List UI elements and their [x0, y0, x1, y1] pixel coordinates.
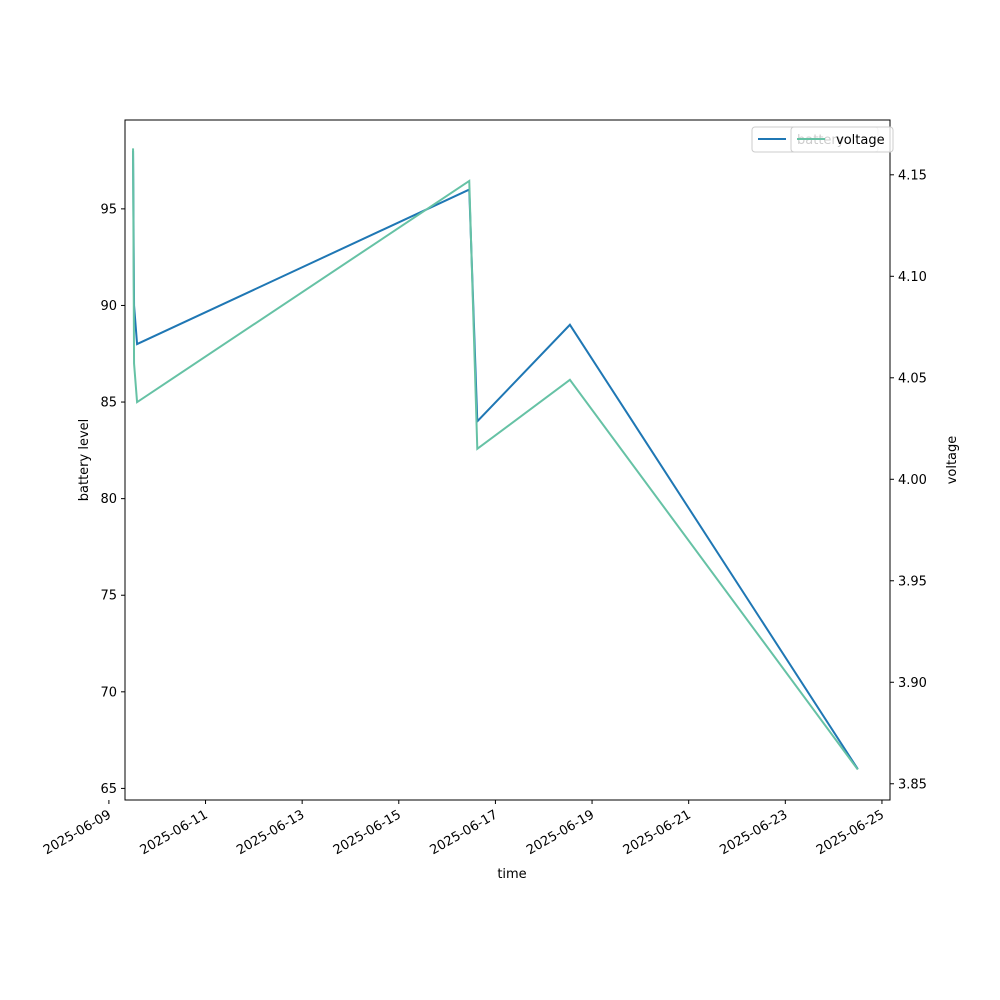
axes-frame [124, 119, 891, 801]
legend-voltage-label: voltage [836, 133, 885, 148]
y-axis-right: 3.85 3.90 3.95 4.00 4.05 4.10 4.15 [890, 168, 927, 792]
y-left-tick-label-0: 65 [100, 782, 117, 797]
y-right-tick-label-1: 3.90 [898, 676, 927, 691]
y-right-tick-label-3: 4.00 [898, 473, 927, 488]
y-left-tick-label-1: 70 [100, 685, 117, 700]
y-axis-left: 65 70 75 80 85 90 95 [100, 202, 125, 797]
y-axis-left-label: battery level [77, 419, 92, 502]
y-left-tick-label-5: 90 [100, 299, 117, 314]
legend-voltage-box [790, 126, 894, 153]
y-left-tick-label-3: 80 [100, 492, 117, 507]
y-right-tick-label-6: 4.15 [898, 168, 927, 183]
series-layer [132, 148, 859, 771]
y-axis-right-label: voltage [945, 436, 960, 485]
y-right-tick-label-5: 4.10 [898, 270, 927, 285]
plot-area [124, 119, 891, 801]
y-right-tick-label-2: 3.95 [898, 574, 927, 589]
series-line-voltage [132, 148, 859, 771]
x-axis-label: time [497, 867, 526, 882]
y-right-tick-label-4: 4.05 [898, 371, 927, 386]
y-left-tick-label-2: 75 [100, 589, 117, 604]
legend-voltage: voltage [790, 126, 894, 153]
y-left-tick-label-4: 85 [100, 396, 117, 411]
y-right-tick-label-0: 3.85 [898, 777, 927, 792]
y-left-tick-label-6: 95 [100, 202, 117, 217]
